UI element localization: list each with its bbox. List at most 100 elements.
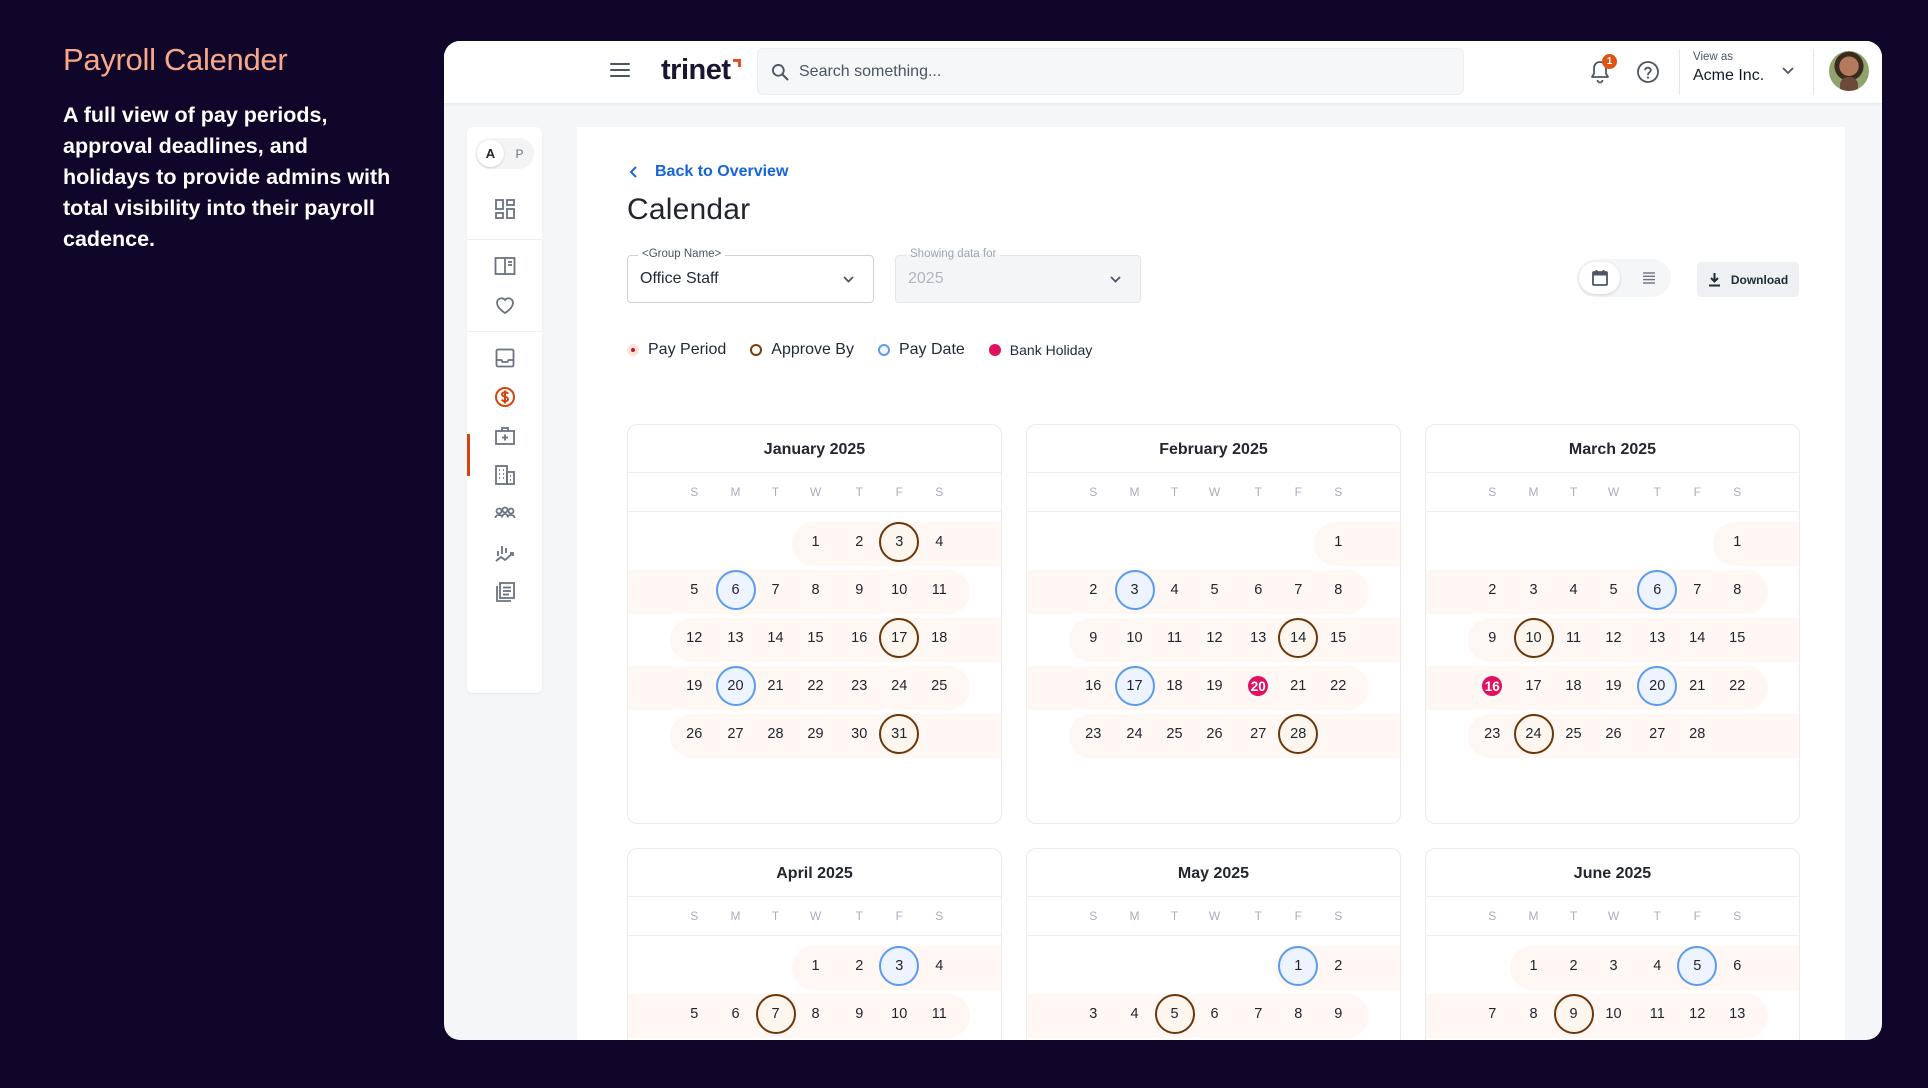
day-cell-date[interactable]: 4 bbox=[1115, 994, 1155, 1034]
day-cell-date[interactable]: 10 bbox=[1594, 994, 1634, 1034]
day-cell-date[interactable]: 6 bbox=[1238, 570, 1278, 610]
day-cell-date[interactable]: 25 bbox=[919, 666, 959, 706]
day-cell-approve-by[interactable]: 9 bbox=[1553, 994, 1594, 1035]
day-cell-date[interactable]: 26 bbox=[674, 714, 714, 754]
day-cell-date[interactable]: 8 bbox=[1717, 570, 1757, 610]
day-cell-date[interactable]: 12 bbox=[1677, 994, 1717, 1034]
admin-personal-toggle[interactable]: A P bbox=[475, 138, 534, 169]
day-cell-date[interactable]: 9 bbox=[1318, 994, 1358, 1034]
day-cell-date[interactable]: 14 bbox=[756, 618, 796, 658]
sidebar-item-payroll[interactable] bbox=[493, 385, 517, 409]
day-cell-approve-by[interactable]: 5 bbox=[1154, 994, 1195, 1035]
day-cell-date[interactable]: 10 bbox=[1115, 618, 1155, 658]
day-cell-pay-date[interactable]: 3 bbox=[1114, 570, 1155, 611]
day-cell-date[interactable]: 21 bbox=[1677, 666, 1717, 706]
day-cell-date[interactable]: 5 bbox=[674, 994, 714, 1034]
day-cell-date[interactable]: 12 bbox=[1594, 618, 1634, 658]
day-cell-date[interactable]: 28 bbox=[1677, 714, 1717, 754]
day-cell-date[interactable]: 22 bbox=[1318, 666, 1358, 706]
menu-icon[interactable] bbox=[610, 63, 630, 79]
day-cell-date[interactable]: 24 bbox=[1115, 714, 1155, 754]
day-cell-date[interactable]: 1 bbox=[1514, 946, 1554, 986]
day-cell-date[interactable]: 12 bbox=[1195, 618, 1235, 658]
day-cell-date[interactable]: 28 bbox=[756, 714, 796, 754]
day-cell-date[interactable]: 14 bbox=[1677, 618, 1717, 658]
day-cell-date[interactable]: 2 bbox=[1472, 570, 1512, 610]
day-cell-date[interactable]: 11 bbox=[1554, 618, 1594, 658]
day-cell-date[interactable]: 18 bbox=[1554, 666, 1594, 706]
day-cell-date[interactable]: 18 bbox=[1155, 666, 1195, 706]
day-cell-approve-by[interactable]: 17 bbox=[879, 618, 920, 659]
day-cell-date[interactable]: 16 bbox=[839, 618, 879, 658]
day-cell-date[interactable]: 15 bbox=[1717, 618, 1757, 658]
download-button[interactable]: Download bbox=[1697, 262, 1799, 297]
day-cell-date[interactable]: 7 bbox=[1238, 994, 1278, 1034]
sidebar-item-benefits[interactable] bbox=[493, 424, 517, 448]
day-cell-pay-date[interactable]: 6 bbox=[1637, 570, 1678, 611]
sidebar-item-people[interactable] bbox=[493, 502, 517, 526]
back-to-overview-link[interactable]: Back to Overview bbox=[627, 163, 788, 181]
help-icon[interactable] bbox=[1636, 60, 1660, 84]
day-cell-date[interactable]: 7 bbox=[756, 570, 796, 610]
day-cell-approve-by[interactable]: 31 bbox=[879, 714, 920, 755]
sidebar-item-documents[interactable] bbox=[493, 580, 517, 604]
day-cell-date[interactable]: 4 bbox=[1554, 570, 1594, 610]
day-cell-date[interactable]: 25 bbox=[1155, 714, 1195, 754]
day-cell-date[interactable]: 29 bbox=[796, 714, 836, 754]
day-cell-date[interactable]: 3 bbox=[1594, 946, 1634, 986]
day-cell-date[interactable]: 19 bbox=[1195, 666, 1235, 706]
day-cell-date[interactable]: 18 bbox=[919, 618, 959, 658]
day-cell-date[interactable]: 25 bbox=[1554, 714, 1594, 754]
personal-toggle-option[interactable]: P bbox=[515, 146, 524, 161]
day-cell-date[interactable]: 13 bbox=[1238, 618, 1278, 658]
day-cell-approve-by[interactable]: 7 bbox=[755, 994, 796, 1035]
day-cell-date[interactable]: 10 bbox=[879, 994, 919, 1034]
day-cell-date[interactable]: 6 bbox=[1717, 946, 1757, 986]
sidebar-item-favorites[interactable] bbox=[493, 293, 517, 317]
search-box[interactable] bbox=[757, 48, 1464, 95]
group-name-select[interactable]: <Group Name> Office Staff bbox=[627, 248, 874, 303]
day-cell-date[interactable]: 9 bbox=[1472, 618, 1512, 658]
day-cell-date[interactable]: 12 bbox=[674, 618, 714, 658]
day-cell-date[interactable]: 4 bbox=[1637, 946, 1677, 986]
day-cell-date[interactable]: 4 bbox=[1155, 570, 1195, 610]
calendar-view-button[interactable] bbox=[1579, 262, 1620, 294]
day-cell-date[interactable]: 8 bbox=[1318, 570, 1358, 610]
sidebar-item-inbox[interactable] bbox=[493, 346, 517, 370]
day-cell-date[interactable]: 15 bbox=[796, 618, 836, 658]
day-cell-bank-holiday[interactable]: 20 bbox=[1238, 666, 1278, 706]
sidebar-item-company[interactable] bbox=[493, 463, 517, 487]
avatar[interactable] bbox=[1829, 51, 1869, 91]
day-cell-date[interactable]: 13 bbox=[1637, 618, 1677, 658]
search-input[interactable] bbox=[799, 62, 1399, 81]
day-cell-date[interactable]: 4 bbox=[919, 522, 959, 562]
day-cell-pay-date[interactable]: 5 bbox=[1677, 946, 1718, 986]
day-cell-date[interactable]: 8 bbox=[796, 570, 836, 610]
day-cell-date[interactable]: 23 bbox=[1073, 714, 1113, 754]
day-cell-pay-date[interactable]: 3 bbox=[879, 946, 920, 986]
day-cell-date[interactable]: 22 bbox=[1717, 666, 1757, 706]
admin-toggle-option[interactable]: A bbox=[477, 140, 504, 167]
day-cell-date[interactable]: 19 bbox=[674, 666, 714, 706]
day-cell-date[interactable]: 3 bbox=[1514, 570, 1554, 610]
day-cell-date[interactable]: 13 bbox=[716, 618, 756, 658]
day-cell-date[interactable]: 22 bbox=[796, 666, 836, 706]
day-cell-date[interactable]: 9 bbox=[839, 570, 879, 610]
chevron-down-icon[interactable] bbox=[1781, 66, 1795, 76]
day-cell-date[interactable]: 19 bbox=[1594, 666, 1634, 706]
day-cell-date[interactable]: 27 bbox=[716, 714, 756, 754]
day-cell-date[interactable]: 10 bbox=[879, 570, 919, 610]
day-cell-approve-by[interactable]: 10 bbox=[1513, 618, 1554, 659]
day-cell-date[interactable]: 1 bbox=[1318, 522, 1358, 562]
day-cell-date[interactable]: 1 bbox=[796, 522, 836, 562]
day-cell-date[interactable]: 26 bbox=[1195, 714, 1235, 754]
day-cell-date[interactable]: 8 bbox=[1278, 994, 1318, 1034]
day-cell-date[interactable]: 27 bbox=[1637, 714, 1677, 754]
day-cell-approve-by[interactable]: 14 bbox=[1278, 618, 1319, 659]
sidebar-item-reports[interactable] bbox=[493, 541, 517, 565]
trinet-logo[interactable]: trinet bbox=[661, 54, 741, 87]
list-view-button[interactable] bbox=[1633, 262, 1665, 294]
day-cell-date[interactable]: 2 bbox=[839, 946, 879, 986]
day-cell-pay-date[interactable]: 20 bbox=[1637, 666, 1678, 707]
day-cell-approve-by[interactable]: 24 bbox=[1513, 714, 1554, 755]
